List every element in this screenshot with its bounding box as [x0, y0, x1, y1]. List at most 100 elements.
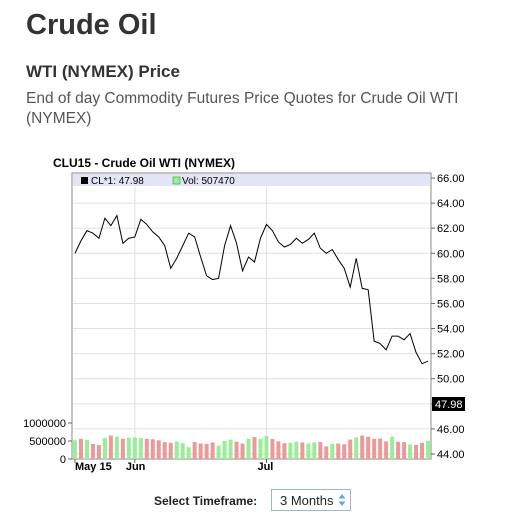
volume-legend-swatch	[172, 176, 181, 185]
volume-bar	[216, 445, 221, 459]
volume-bar	[276, 441, 281, 459]
date-tick-label: Jun	[126, 461, 146, 473]
volume-bar	[192, 442, 197, 459]
volume-bar	[396, 441, 401, 459]
volume-bar	[234, 441, 239, 459]
volume-bar	[402, 442, 407, 459]
price-line	[74, 214, 429, 365]
price-tick-label: 50.00	[437, 374, 465, 386]
volume-bar	[222, 441, 227, 459]
volume-bar	[408, 444, 413, 459]
volume-bar	[420, 442, 425, 459]
date-axis: May 15 Jun Jul	[74, 459, 273, 473]
price-tick-label: 52.00	[437, 349, 465, 361]
timeframe-label: Select Timeframe:	[154, 494, 258, 508]
chart-title: CLU15 - Crude Oil WTI (NYMEX)	[53, 156, 235, 170]
volume-bar	[282, 443, 287, 459]
volume-bar	[138, 438, 143, 459]
volume-bar	[360, 435, 365, 459]
price-tick-label: 60.00	[437, 248, 465, 260]
volume-bar	[330, 443, 335, 459]
volume-bar	[264, 435, 269, 459]
grid-lines	[73, 177, 430, 458]
volume-bar	[168, 442, 173, 459]
volume-bar	[252, 437, 257, 459]
price-tick-label: 44.00	[437, 449, 465, 461]
volume-bar	[318, 442, 323, 459]
volume-bar	[378, 438, 383, 459]
price-tick-label: 62.00	[437, 223, 465, 235]
price-tick-label: 66.00	[437, 173, 465, 185]
volume-bar	[162, 442, 167, 459]
volume-bar	[288, 442, 293, 459]
volume-bar	[144, 438, 149, 459]
timeframe-select[interactable]: 3 Months	[271, 489, 351, 511]
price-axis: 44.0046.0048.0050.0052.0054.0056.0058.00…	[431, 173, 465, 461]
volume-bar	[126, 437, 131, 459]
page-subtitle: WTI (NYMEX) Price	[26, 62, 180, 81]
price-tick-label: 58.00	[437, 273, 465, 285]
volume-bar	[372, 438, 377, 459]
volume-legend-label: Vol: 507470	[182, 176, 235, 187]
volume-bar	[96, 444, 101, 459]
volume-bar	[336, 443, 341, 459]
timeframe-select-value: 3 Months	[280, 493, 334, 508]
volume-tick-label: 500000	[29, 436, 66, 448]
updown-arrows-icon	[338, 494, 346, 506]
volume-bar	[114, 436, 119, 459]
price-legend-label: CL*1: 47.98	[91, 176, 144, 187]
volume-bar	[180, 443, 185, 459]
volume-bar	[156, 440, 161, 459]
volume-bar	[90, 443, 95, 459]
volume-bars	[73, 435, 430, 459]
page-title: Crude Oil	[26, 9, 157, 41]
volume-bar	[204, 443, 209, 459]
volume-bar	[354, 437, 359, 459]
volume-bar	[348, 439, 353, 459]
date-tick-label: May 15	[75, 461, 112, 473]
volume-bar	[258, 438, 263, 459]
plot-area	[71, 172, 432, 460]
price-tick-label: 46.00	[437, 424, 465, 436]
volume-bar	[426, 440, 430, 459]
price-tick-label: 54.00	[437, 324, 465, 336]
volume-bar	[414, 444, 419, 459]
volume-bar	[270, 438, 275, 459]
volume-bar	[84, 439, 89, 459]
volume-bar	[73, 440, 77, 459]
legend-bar	[73, 174, 430, 186]
page-description: End of day Commodity Futures Price Quote…	[26, 90, 459, 127]
volume-bar	[198, 443, 203, 459]
volume-bar	[240, 443, 245, 459]
volume-bar	[108, 435, 113, 459]
last-price-label: 47.98	[435, 399, 463, 411]
volume-bar	[228, 439, 233, 459]
volume-bar	[120, 438, 125, 459]
volume-bar	[384, 441, 389, 459]
volume-bar	[210, 442, 215, 459]
volume-bar	[366, 436, 371, 459]
volume-bar	[390, 436, 395, 459]
volume-bar	[186, 447, 191, 459]
volume-tick-label: 0	[60, 454, 66, 466]
volume-axis: 0 500000 1000000	[23, 418, 72, 466]
date-tick-label: Jul	[257, 461, 273, 473]
price-legend-swatch	[81, 177, 88, 184]
volume-bar	[306, 443, 311, 459]
price-chart: CLU15 - Crude Oil WTI (NYMEX) CL*1: 47.9…	[23, 156, 465, 473]
price-tick-label: 56.00	[437, 298, 465, 310]
price-tick-label: 64.00	[437, 198, 465, 210]
volume-bar	[132, 437, 137, 459]
volume-bar	[294, 441, 299, 459]
volume-bar	[78, 438, 83, 459]
volume-bar	[174, 441, 179, 459]
volume-bar	[300, 442, 305, 459]
volume-bar	[342, 444, 347, 459]
volume-bar	[102, 438, 107, 459]
last-price-tag	[432, 397, 465, 411]
volume-bar	[150, 439, 155, 459]
volume-bar	[324, 446, 329, 459]
volume-tick-label: 1000000	[23, 418, 66, 430]
volume-bar	[246, 438, 251, 459]
volume-bar	[312, 442, 317, 459]
